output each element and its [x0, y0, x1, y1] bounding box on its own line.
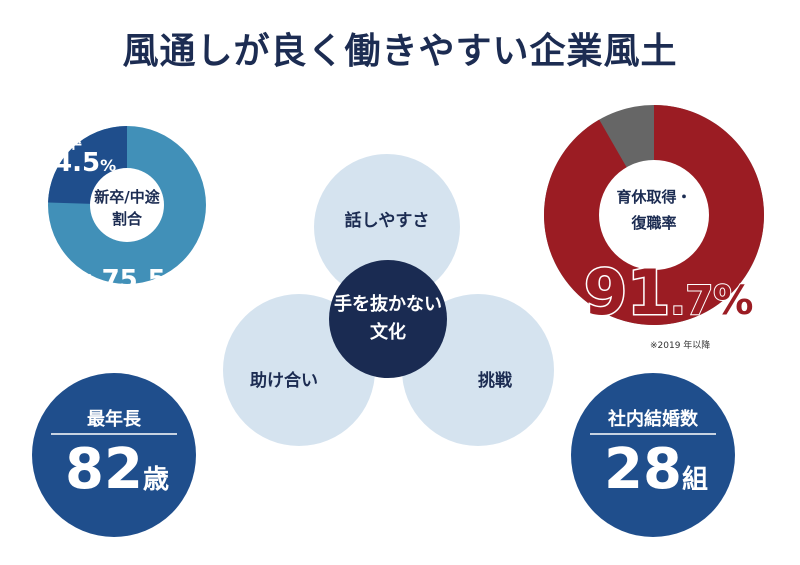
leave-center-label: 育休取得・ 復職率: [604, 184, 704, 236]
culture-venn: [223, 154, 554, 446]
venn-center-label: 手を抜かない 文化: [330, 291, 446, 347]
mid-career-label: 中途: [64, 273, 97, 292]
hire-ratio-center-line2: 割合: [111, 210, 142, 228]
leave-center-line2: 復職率: [631, 214, 677, 232]
donut-hole: [90, 168, 164, 242]
marriages-number: 28: [604, 437, 682, 502]
marriages-circle: [571, 373, 735, 537]
marriages-value: 28組: [593, 442, 719, 498]
marriages-label: 社内結婚数: [608, 409, 698, 430]
mid-career-number: 75.5: [101, 265, 166, 295]
leave-note: ※2019 年以降: [650, 341, 711, 351]
new-grad-value: 24.5%: [36, 148, 116, 178]
hire-ratio-center-line1: 新卒/中途: [94, 188, 160, 206]
leave-rate-value: 91.7%: [582, 260, 754, 325]
new-grad-percent: %: [100, 156, 117, 175]
leave-center-line1: 育休取得・: [616, 188, 692, 206]
oldest-label: 最年長: [87, 409, 141, 430]
leave-rate-percent: %: [712, 278, 754, 324]
venn-center-line1: 手を抜かない: [334, 294, 442, 315]
venn-label-top: 話しやすさ: [344, 211, 430, 231]
marriages-badge: [571, 373, 735, 537]
oldest-value: 82歳: [54, 442, 180, 498]
venn-circle-center: [329, 260, 447, 378]
oldest-employee-badge: [32, 373, 196, 537]
childcare-donut: [543, 105, 764, 325]
hire-ratio-donut: [48, 126, 206, 284]
leave-rate-decimal: .7: [669, 278, 714, 324]
oldest-unit: 歳: [142, 465, 169, 495]
mid-career-percent: %: [165, 273, 182, 292]
marriages-unit: 組: [681, 465, 708, 495]
leave-rate-main: 91: [582, 256, 671, 329]
venn-label-right: 挑戦: [478, 371, 512, 391]
leave-donut-hole: [599, 160, 709, 270]
oldest-circle: [32, 373, 196, 537]
venn-label-left: 助け合い: [250, 371, 318, 391]
venn-center-line2: 文化: [370, 322, 406, 343]
oldest-number: 82: [65, 437, 143, 502]
hire-ratio-center-label: 新卒/中途 割合: [83, 186, 171, 230]
new-grad-label: 新卒: [48, 133, 82, 153]
mid-career-value-group: 中途 75.5%: [64, 265, 182, 295]
venn-circle-top: [314, 154, 460, 300]
new-grad-number: 24.5: [36, 148, 101, 178]
page-title: 風通しが良く働きやすい企業風土: [122, 31, 678, 72]
